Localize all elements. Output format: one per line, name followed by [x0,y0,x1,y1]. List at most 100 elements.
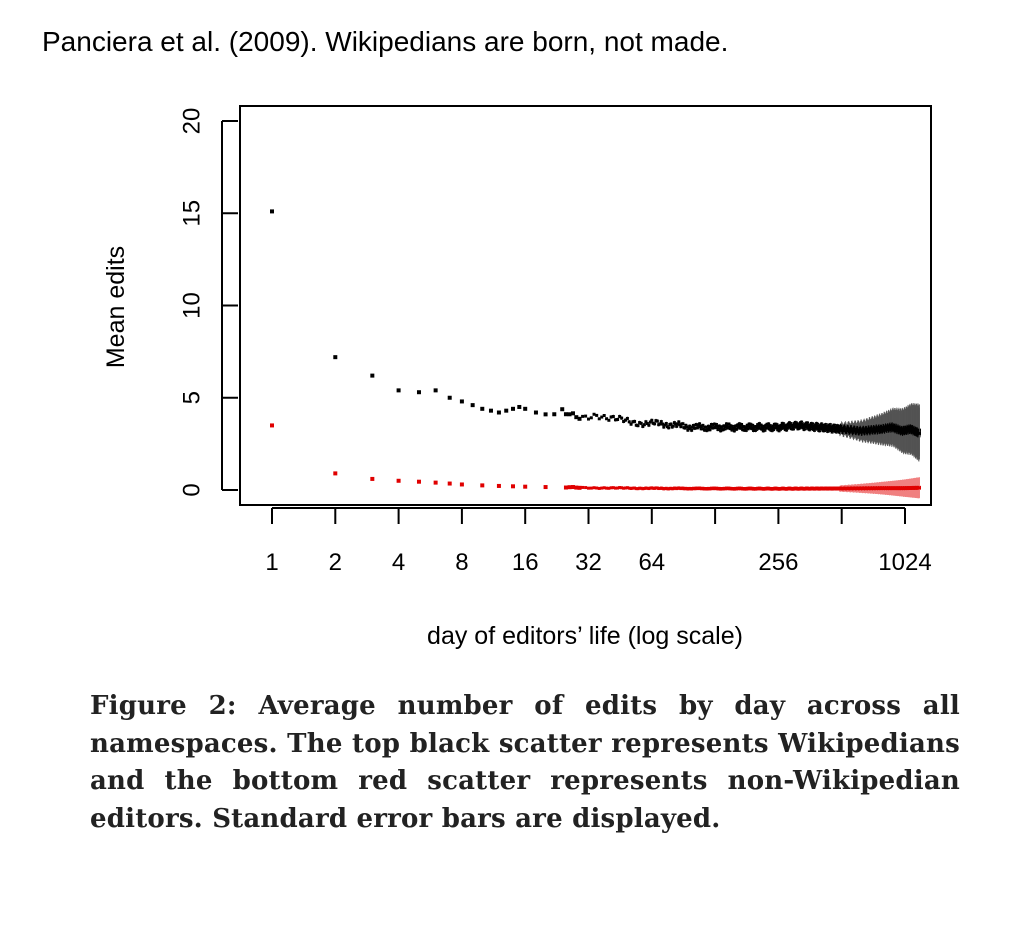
data-point [629,487,633,491]
data-point [567,485,572,490]
data-point [699,427,703,431]
data-point [620,416,624,420]
data-point [642,486,646,490]
data-point [597,417,601,421]
data-point [629,422,633,426]
x-tick-label: 32 [575,549,602,576]
data-point [703,428,707,432]
data-point [627,420,631,424]
data-point [729,424,733,428]
data-point [691,423,695,427]
data-point [592,412,596,416]
data-point [488,408,493,413]
x-tick-label: 4 [392,549,405,576]
data-point [370,373,375,378]
data-point [616,486,620,490]
data-point [757,422,761,426]
data-point [706,428,710,432]
data-point [602,486,606,490]
data-point [821,423,825,427]
data-point [712,422,716,426]
x-tick-label: 2 [329,549,342,576]
data-point [574,485,579,490]
data-point [600,486,604,490]
data-point [833,423,837,427]
data-point [523,484,528,489]
data-point [719,429,723,433]
data-point [746,425,750,429]
data-point [644,420,648,424]
data-point [607,486,611,490]
data-point [732,429,736,433]
data-point [828,423,832,427]
data-point [763,428,767,432]
data-point [679,425,683,429]
data-point [822,429,826,433]
data-point [917,431,921,435]
data-point [693,426,697,430]
x-tick-label: 1024 [878,549,931,576]
data-point [396,388,401,393]
data-point [595,413,599,417]
data-point [735,427,739,431]
x-axis-label: day of editors’ life (log scale) [427,622,743,650]
data-point [581,414,585,418]
data-point [727,422,731,426]
data-point [581,485,585,489]
data-point [671,424,675,428]
figure-caption-text: Average number of edits by day across al… [90,691,961,834]
data-point [675,424,679,428]
data-point [589,486,593,490]
data-point [818,429,822,433]
data-point [631,420,635,424]
data-point [631,486,635,490]
data-point [570,411,575,416]
data-point [741,428,745,432]
y-tick-label: 10 [178,292,205,319]
data-point [698,424,702,428]
data-point [757,426,761,430]
data-point [772,428,776,432]
data-point [504,408,509,413]
data-point [560,407,565,412]
data-point [690,428,694,432]
data-point [587,417,590,421]
figure-caption: Figure 2: Average number of edits by day… [90,688,960,838]
data-point [563,485,568,490]
data-point [715,423,719,427]
data-point [622,486,626,490]
data-point [416,390,421,395]
data-point [709,422,713,426]
data-point [811,422,815,426]
data-point [620,486,624,490]
data-point [447,481,452,486]
data-point [642,423,646,427]
data-point [662,425,666,429]
data-point [459,482,464,487]
data-point [716,428,720,432]
data-point [837,425,841,429]
data-point [683,426,687,430]
data-point [624,486,628,490]
data-point [625,416,629,420]
x-tick-label: 8 [455,549,468,576]
red-series [270,423,921,499]
data-point [517,404,522,409]
data-point [611,486,615,490]
data-point [624,418,628,422]
data-point [736,423,740,427]
data-point [433,480,438,485]
data-point [638,486,642,490]
data-point [740,422,744,426]
figure-label: Figure 2: [90,691,237,721]
x-tick-label: 256 [758,549,798,576]
data-point [543,412,548,417]
data-point [563,412,568,417]
data-point [622,419,626,423]
data-point [708,428,712,432]
data-point [639,486,643,490]
data-point [697,424,701,428]
black-series [270,209,921,462]
data-point [738,426,742,430]
data-point [333,471,338,476]
